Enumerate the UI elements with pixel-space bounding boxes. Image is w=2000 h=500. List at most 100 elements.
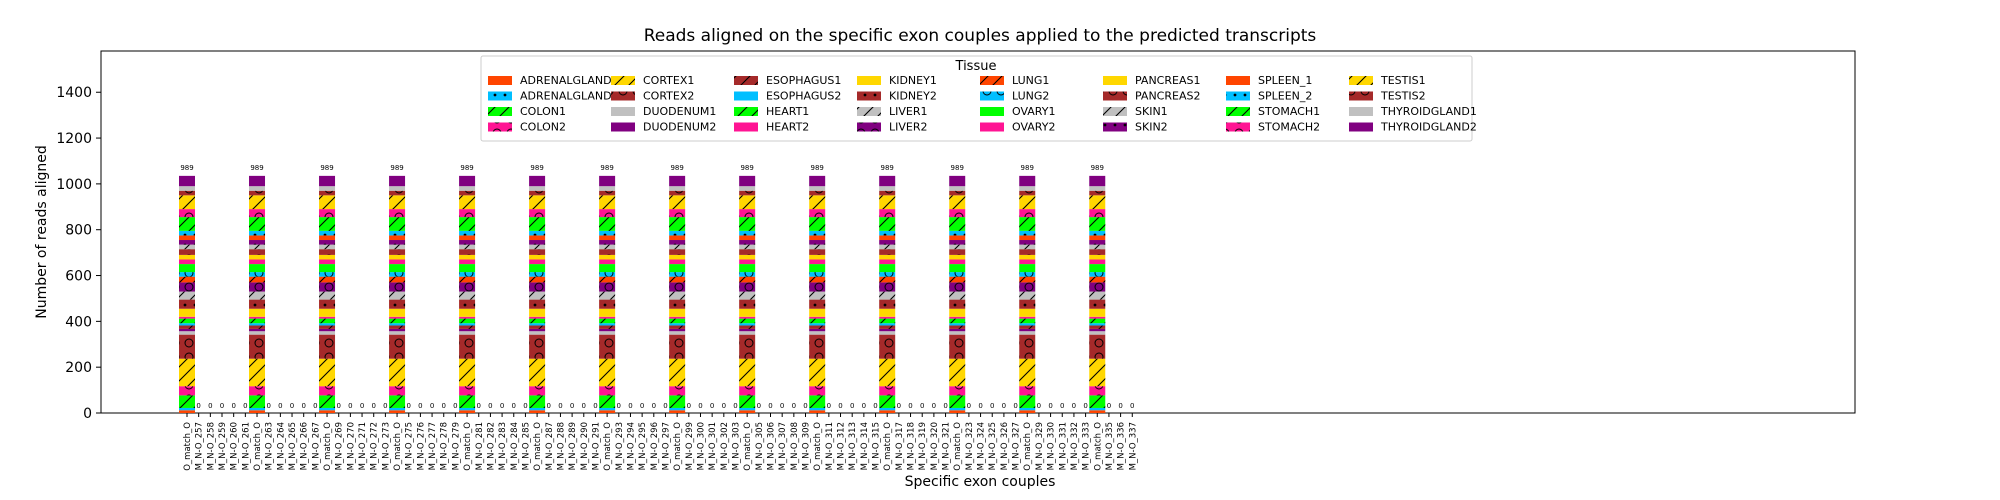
x-tick-label: M_N-O_288 <box>556 422 566 470</box>
bar-segment-hatch <box>459 240 476 245</box>
bar-segment-hatch <box>599 291 616 300</box>
bar-segment-esophagus2 <box>739 323 756 326</box>
bar-segment-hatch <box>529 217 546 231</box>
bar-total-label: 0 <box>313 402 317 410</box>
legend-entry: STOMACH1 <box>1226 105 1320 118</box>
bar-segment-adrenalgland1 <box>739 410 756 413</box>
stacked-bar <box>1019 175 1036 413</box>
bar-total-label: 0 <box>383 402 387 410</box>
bar-segment-hatch <box>1019 318 1036 324</box>
bar-total-label: 0 <box>360 402 364 410</box>
x-tick-label: M_N-O_296 <box>650 422 660 470</box>
bar-segment-hatch <box>389 276 406 283</box>
bar-total-label: 989 <box>951 164 964 172</box>
bar-segment-duodenum1 <box>599 331 616 335</box>
bar-segment-esophagus2 <box>669 323 686 326</box>
bar-segment-hatch <box>459 407 476 411</box>
bar-segment-hatch <box>739 407 756 411</box>
bar-segment-thyroidgland1 <box>389 186 406 191</box>
bar-segment-thyroidgland1 <box>739 186 756 191</box>
x-tick-label: M_N-O_324 <box>977 422 987 470</box>
bar-segment-hatch <box>319 190 336 196</box>
bar-segment-duodenum2 <box>1089 328 1106 332</box>
bar-segment-hatch <box>599 276 616 283</box>
bar-total-label: 0 <box>512 402 516 410</box>
bar-segment-spleen_1 <box>1019 235 1036 241</box>
bar-segment-spleen_1 <box>179 235 195 241</box>
bar-segment-hatch <box>1089 276 1106 283</box>
x-tick-label: M_N-O_263 <box>265 422 275 470</box>
x-tick-label: M_N-O_267 <box>311 422 321 470</box>
bar-segment-hatch <box>669 334 686 359</box>
bar-segment-pancreas1 <box>179 254 195 260</box>
legend-label: PANCREAS2 <box>1135 90 1200 103</box>
bar-segment-hatch <box>949 244 966 250</box>
bar-segment-hatch <box>249 195 266 210</box>
bar-total-label: 989 <box>250 164 263 172</box>
bar-total-label: 0 <box>1072 402 1076 410</box>
bar-segment-hatch <box>249 209 266 218</box>
x-tick-label: M_N-O_337 <box>1128 422 1138 470</box>
legend-swatch <box>1103 76 1127 85</box>
bar-segment-hatch <box>669 272 686 277</box>
bar-segment-kidney1 <box>879 308 896 317</box>
bar-segment-hatch <box>459 195 476 210</box>
legend-entry: ESOPHAGUS2 <box>734 90 841 103</box>
bar-segment-spleen_1 <box>459 235 476 241</box>
bar-total-label: 989 <box>460 164 473 172</box>
bar-segment-pancreas1 <box>529 254 546 260</box>
bar-total-label: 989 <box>320 164 333 172</box>
bar-segment-kidney1 <box>529 308 546 317</box>
bar-total-label: 989 <box>1091 164 1104 172</box>
legend-swatch-hatch <box>980 76 1004 85</box>
bar-segment-hatch <box>1089 190 1106 196</box>
bar-segment-hatch <box>949 190 966 196</box>
bar-segment-heart2 <box>249 316 266 319</box>
bar-total-label: 0 <box>523 402 527 410</box>
bar-segment-hatch <box>809 276 826 283</box>
legend-entry: CORTEX2 <box>611 90 694 103</box>
bar-segment-hatch <box>809 190 826 196</box>
bar-total-label: 0 <box>442 402 446 410</box>
bar-segment-ovary2 <box>1089 259 1106 265</box>
bar-segment-hatch <box>949 217 966 231</box>
bar-total-label: 0 <box>862 402 866 410</box>
stacked-bar <box>249 175 266 413</box>
bar-segment-hatch <box>809 272 826 277</box>
bar-total-label: 0 <box>873 402 877 410</box>
bar-segment-hatch <box>249 407 266 411</box>
bar-segment-hatch <box>529 407 546 411</box>
bar-segment-hatch <box>809 217 826 231</box>
bar-segment-pancreas1 <box>809 254 826 260</box>
bar-segment-hatch <box>179 249 195 255</box>
bar-total-label: 989 <box>600 164 613 172</box>
legend-label: OVARY2 <box>1012 121 1055 134</box>
bar-segment-kidney1 <box>319 308 336 317</box>
bar-segment-kidney1 <box>459 308 476 317</box>
bar-segment-duodenum2 <box>249 328 266 332</box>
bar-segment-hatch <box>319 291 336 300</box>
bar-segment-hatch <box>809 325 826 329</box>
bar-segment-hatch <box>249 325 266 329</box>
bar-segment-hatch <box>949 249 966 255</box>
bar-total-label: 0 <box>722 402 726 410</box>
bar-segment-hatch <box>599 386 616 396</box>
x-tick-label: M_N-O_307 <box>778 422 788 470</box>
bar-segment-thyroidgland2 <box>389 175 406 187</box>
bar-segment-hatch <box>879 318 896 324</box>
x-tick-label: M_N-O_277 <box>428 422 438 470</box>
x-tick-label: M_N-O_330 <box>1047 422 1057 470</box>
legend-swatch <box>1349 122 1373 132</box>
bar-total-label: 0 <box>1130 402 1134 410</box>
x-tick-label: M_N-O_317 <box>895 422 905 470</box>
bar-total-label: 0 <box>850 402 854 410</box>
x-tick-label: M_N-O_332 <box>1070 422 1080 470</box>
x-tick-label: M_N-O_325 <box>988 422 998 470</box>
bar-segment-hatch <box>529 190 546 196</box>
bar-segment-hatch <box>459 299 476 309</box>
bar-segment-hatch <box>809 195 826 210</box>
bar-segment-hatch <box>1019 276 1036 283</box>
bar-segment-hatch <box>1089 272 1106 277</box>
x-tick-label: M_N-O_261 <box>241 422 251 470</box>
legend-swatch-hatch <box>980 91 1004 101</box>
